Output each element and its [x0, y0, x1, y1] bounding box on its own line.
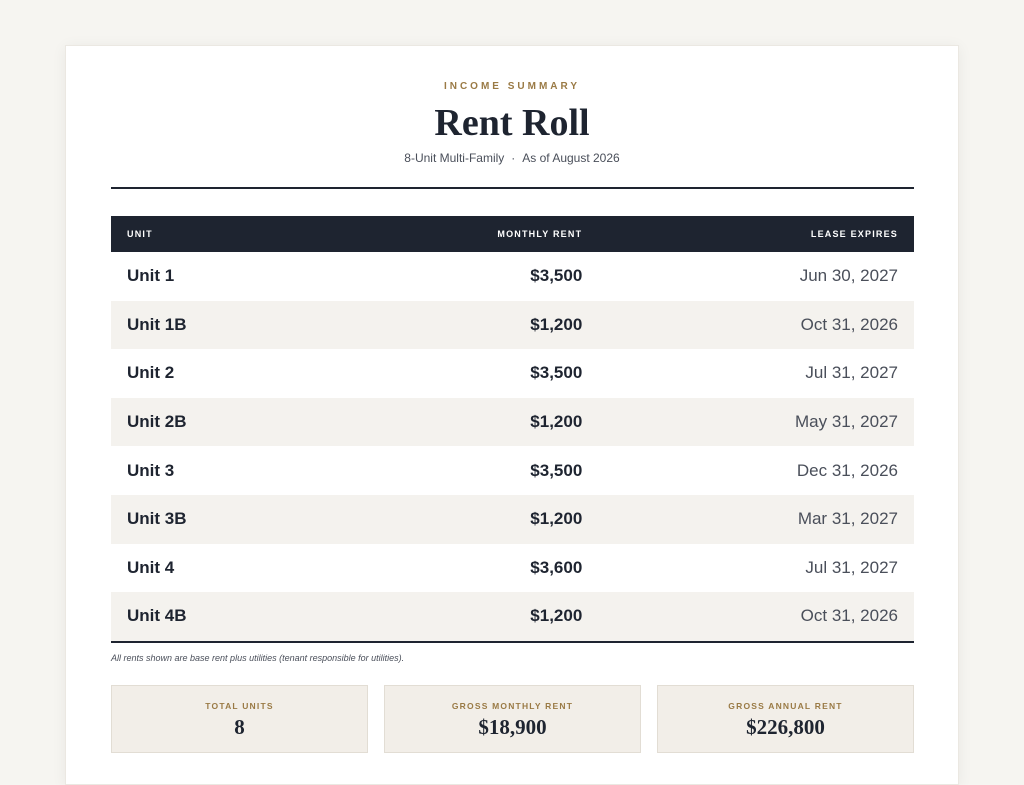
header-row: UNIT MONTHLY RENT LEASE EXPIRES — [111, 216, 914, 252]
table-row: Unit 2B $1,200 May 31, 2027 — [111, 397, 914, 447]
monthly-rent: $1,200 — [324, 397, 599, 447]
summary-value: $226,800 — [746, 715, 825, 739]
unit: Unit 2B — [111, 397, 325, 447]
lease-expires: May 31, 2027 — [598, 397, 914, 447]
as-of: As of August 2026 — [522, 151, 620, 165]
unit: Unit 2 — [127, 363, 175, 383]
monthly-rent: $1,200 — [324, 300, 599, 350]
unit: Unit 3 — [127, 460, 175, 480]
table-row: Unit 1 $3,500 Jun 30, 2027 — [111, 252, 914, 301]
monthly-rent: $1,200 — [324, 494, 599, 544]
summary-box: GROSS ANNUAL RENT $226,800 — [657, 685, 914, 753]
unit: Unit 1 — [127, 266, 175, 286]
table-row: Unit 4B $1,200 Oct 31, 2026 — [111, 592, 914, 643]
eyebrow: INCOME SUMMARY — [443, 81, 581, 92]
monthly-rent: $3,500 — [530, 363, 583, 383]
lease-expires: Oct 31, 2026 — [598, 300, 914, 350]
monthly-rent: $3,500 — [530, 460, 583, 480]
lease-expires: Mar 31, 2027 — [598, 494, 914, 544]
summary-value: 8 — [234, 715, 245, 739]
lease-expires: Oct 31, 2026 — [598, 592, 914, 643]
unit: Unit 3B — [111, 494, 325, 544]
title: Rent Roll — [434, 102, 590, 144]
summary-label: GROSS MONTHLY RENT — [451, 701, 574, 711]
column-header: UNIT — [111, 216, 325, 252]
unit: Unit 1B — [111, 300, 325, 350]
property: 8-Unit Multi-Family — [404, 151, 505, 165]
lease-expires: Dec 31, 2026 — [796, 460, 898, 480]
summary-value: $18,900 — [478, 715, 547, 739]
monthly-rent: $1,200 — [324, 592, 599, 643]
lease-expires: Jul 31, 2027 — [805, 557, 898, 577]
table-row: Unit 2 $3,500 Jul 31, 2027 — [111, 349, 914, 398]
summary-label: GROSS ANNUAL RENT — [728, 701, 843, 711]
table-row: Unit 4 $3,600 Jul 31, 2027 — [111, 544, 914, 593]
summary-label: TOTAL UNITS — [205, 701, 274, 711]
table-row: Unit 3 $3,500 Dec 31, 2026 — [111, 446, 914, 495]
page: {"header":{"eyebrow":"INCOME SUMMARY","t… — [65, 45, 959, 785]
card: INCOME SUMMARY Rent Roll 8-Unit Multi-Fa… — [65, 45, 959, 785]
monthly-rent: $3,600 — [530, 557, 583, 577]
monthly-rent: $3,500 — [530, 266, 583, 286]
lease-expires: Jul 31, 2027 — [805, 363, 898, 383]
column-header: MONTHLY RENT — [324, 216, 599, 252]
rent-table: UNIT MONTHLY RENT LEASE EXPIRES Unit 1 $3… — [111, 216, 914, 643]
rule — [111, 187, 914, 189]
lease-expires: Jun 30, 2027 — [799, 266, 898, 286]
subtitle: 8-Unit Multi-Family · As of August 2026 — [404, 151, 620, 165]
unit: Unit 4 — [127, 557, 175, 577]
summary-box: GROSS MONTHLY RENT $18,900 — [384, 685, 641, 753]
unit: Unit 4B — [111, 592, 325, 643]
footnote: All rents shown are base rent plus utili… — [111, 653, 405, 663]
table-row: Unit 3B $1,200 Mar 31, 2027 — [111, 494, 914, 544]
column-header: LEASE EXPIRES — [598, 216, 914, 252]
table-row: Unit 1B $1,200 Oct 31, 2026 — [111, 300, 914, 350]
summary-box: TOTAL UNITS 8 — [111, 685, 368, 753]
